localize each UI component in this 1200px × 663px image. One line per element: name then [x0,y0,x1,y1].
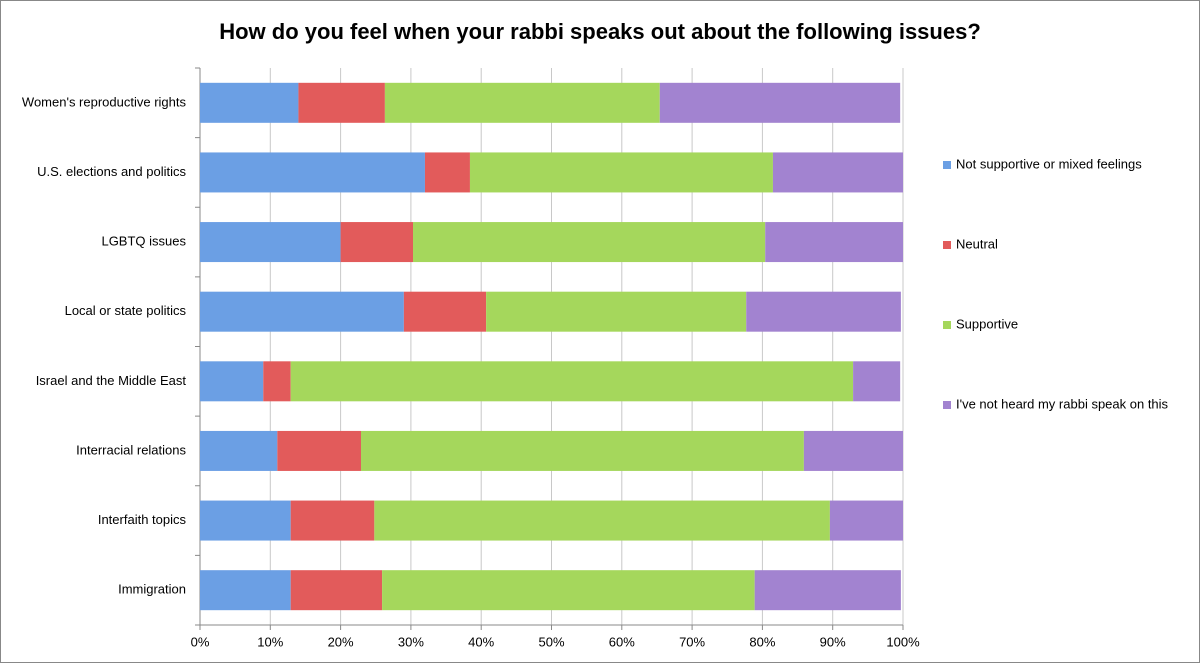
legend-label: Neutral [956,236,998,251]
bar-segment [486,291,747,332]
bar-segment [746,291,901,332]
legend-label: Supportive [956,316,1018,331]
x-tick-label: 0% [191,634,210,649]
bar-segment [200,222,341,263]
x-tick-label: 10% [257,634,283,649]
x-tick-label: 60% [609,634,635,649]
bar-segment [469,152,773,193]
chart-title: How do you feel when your rabbi speaks o… [219,19,981,44]
bar-segment [298,82,385,123]
bar-segment [290,500,375,541]
x-tick-label: 90% [820,634,846,649]
bar-segment [200,361,264,402]
x-tick-label: 100% [886,634,920,649]
legend-label: Not supportive or mixed feelings [956,156,1142,171]
legend-swatch [943,161,951,169]
bar-segment [360,430,804,471]
y-tick-label: Interracial relations [76,442,186,457]
y-tick-label: Immigration [118,582,186,597]
bar-segment [413,222,766,263]
bar-segment [200,152,425,193]
y-tick-label: Israel and the Middle East [36,373,187,388]
x-tick-label: 50% [538,634,564,649]
bar-segment [659,82,901,123]
bar-segment [384,82,660,123]
bar-segment [200,430,278,471]
x-tick-label: 20% [328,634,354,649]
bar-segment [263,361,291,402]
x-tick-label: 30% [398,634,424,649]
bar-segment [290,361,854,402]
y-tick-label: LGBTQ issues [101,234,186,249]
bar-segment [374,500,830,541]
bar-segment [290,570,383,611]
bar-segment [765,222,903,263]
legend-swatch [943,321,951,329]
bar-segment [382,570,755,611]
bar-segment [200,82,299,123]
bar-segment [403,291,487,332]
bar-segment [340,222,414,263]
bar-segment [754,570,901,611]
bar-segment [424,152,470,193]
x-tick-label: 80% [749,634,775,649]
y-tick-label: Local or state politics [65,303,187,318]
bar-segment [277,430,361,471]
y-tick-label: Interfaith topics [98,512,187,527]
y-tick-label: Women's reproductive rights [22,94,187,109]
bar-segment [200,291,404,332]
y-tick-label: U.S. elections and politics [37,164,186,179]
legend-label: I've not heard my rabbi speak on this [956,396,1169,411]
bar-segment [772,152,903,193]
bar-segment [829,500,903,541]
bar-segment [853,361,901,402]
legend-swatch [943,401,951,409]
bar-segment [200,570,291,611]
x-tick-label: 70% [679,634,705,649]
bar-segment [803,430,903,471]
bar-segment [200,500,291,541]
x-tick-label: 40% [468,634,494,649]
legend-swatch [943,241,951,249]
